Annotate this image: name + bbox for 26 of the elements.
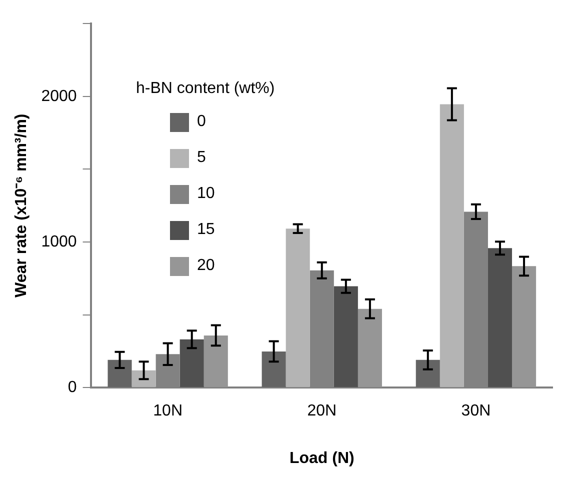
bar xyxy=(286,228,310,388)
legend-title: h-BN content (wt%) xyxy=(136,80,275,98)
x-tick-label: 20N xyxy=(307,402,337,420)
bar xyxy=(358,308,382,388)
bar xyxy=(108,360,132,388)
bar xyxy=(262,351,286,388)
bar xyxy=(180,339,204,388)
x-tick-label: 30N xyxy=(461,402,491,420)
bar xyxy=(416,360,440,388)
y-axis-title: Wear rate (x10⁻⁶ mm³/m) xyxy=(13,114,30,298)
bar xyxy=(204,335,228,388)
legend-label: 5 xyxy=(197,149,206,167)
y-tick-label: 1000 xyxy=(41,233,77,250)
x-tick-label: 10N xyxy=(153,402,183,420)
bar xyxy=(488,248,512,388)
legend-label: 15 xyxy=(197,221,215,239)
bar xyxy=(440,104,464,388)
bar xyxy=(334,286,358,388)
legend-label: 20 xyxy=(197,257,215,275)
bar xyxy=(512,266,536,388)
bar xyxy=(132,370,156,388)
y-tick-label: 2000 xyxy=(41,88,77,105)
x-axis-title: Load (N) xyxy=(289,450,354,467)
y-tick-label: 0 xyxy=(68,379,77,396)
legend-label: 10 xyxy=(197,185,215,203)
legend-label: 0 xyxy=(197,113,206,131)
